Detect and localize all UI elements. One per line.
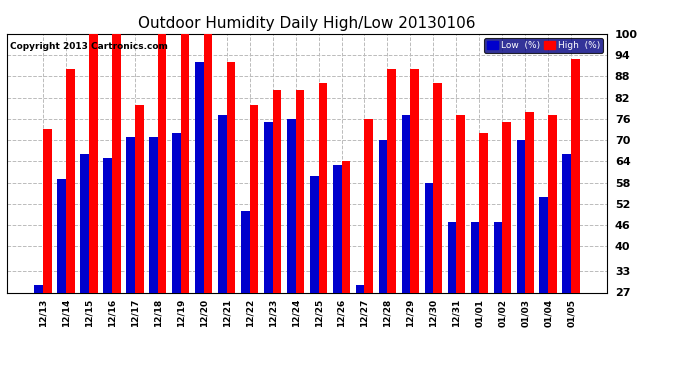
Bar <box>356 285 364 292</box>
Bar <box>57 179 66 292</box>
Bar <box>319 83 327 292</box>
Bar <box>158 34 166 292</box>
Bar <box>103 158 112 292</box>
Bar <box>411 69 419 292</box>
Bar <box>287 119 295 292</box>
Bar <box>480 133 488 292</box>
Title: Outdoor Humidity Daily High/Low 20130106: Outdoor Humidity Daily High/Low 20130106 <box>138 16 476 31</box>
Bar <box>226 62 235 292</box>
Bar <box>195 62 204 292</box>
Bar <box>43 129 52 292</box>
Bar <box>456 115 465 292</box>
Bar <box>80 154 89 292</box>
Bar <box>402 115 411 292</box>
Bar <box>89 34 97 292</box>
Bar <box>502 122 511 292</box>
Bar <box>388 69 396 292</box>
Bar <box>241 211 250 292</box>
Bar <box>295 90 304 292</box>
Bar <box>273 90 282 292</box>
Legend: Low  (%), High  (%): Low (%), High (%) <box>484 38 602 53</box>
Text: Copyright 2013 Cartronics.com: Copyright 2013 Cartronics.com <box>10 42 168 51</box>
Bar <box>571 58 580 292</box>
Bar <box>433 83 442 292</box>
Bar <box>34 285 43 292</box>
Bar <box>172 133 181 292</box>
Bar <box>379 140 388 292</box>
Bar <box>540 197 549 292</box>
Bar <box>471 222 480 292</box>
Bar <box>333 165 342 292</box>
Bar <box>126 136 135 292</box>
Bar <box>149 136 158 292</box>
Bar <box>264 122 273 292</box>
Bar <box>562 154 571 292</box>
Bar <box>525 112 534 292</box>
Bar <box>112 34 121 292</box>
Bar <box>517 140 525 292</box>
Bar <box>310 176 319 292</box>
Bar <box>66 69 75 292</box>
Bar <box>448 222 456 292</box>
Bar <box>424 183 433 292</box>
Bar <box>250 105 258 292</box>
Bar <box>364 119 373 292</box>
Bar <box>493 222 502 292</box>
Bar <box>549 115 557 292</box>
Bar <box>342 161 351 292</box>
Bar <box>135 105 144 292</box>
Bar <box>204 34 213 292</box>
Bar <box>181 34 190 292</box>
Bar <box>218 115 226 292</box>
